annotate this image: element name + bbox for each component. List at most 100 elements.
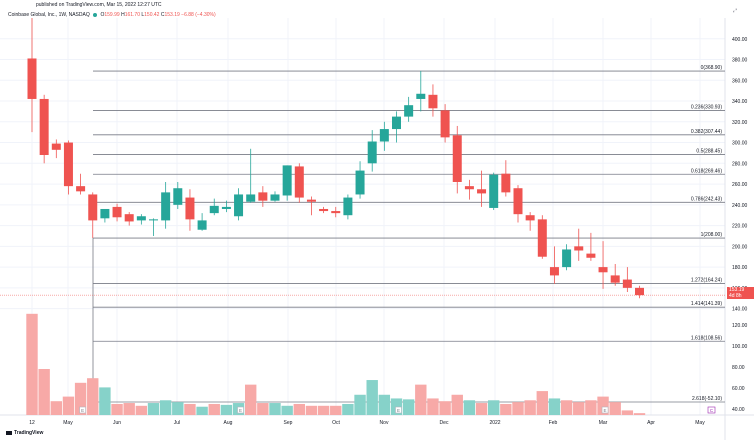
price-tick-label: 380.00 [732, 58, 748, 64]
tradingview-logo-icon [6, 430, 12, 435]
volume-bar [305, 405, 318, 415]
time-tick-label: Aug [224, 420, 233, 426]
price-tick-label: 120.00 [732, 323, 748, 329]
candle-body [27, 58, 37, 99]
price-tick-label: 220.00 [732, 224, 748, 230]
volume-bar [330, 405, 342, 415]
volume-bar [26, 313, 38, 415]
volume-bar [402, 399, 415, 415]
volume-bar [269, 403, 281, 415]
price-tick-label: 180.00 [732, 265, 748, 271]
candle-body [622, 279, 632, 288]
price-tick-label: 320.00 [732, 120, 748, 126]
fib-level-label: 2.618(-52.10) [692, 396, 722, 402]
volume-bar [196, 406, 208, 415]
volume-bar [609, 402, 621, 415]
close-label: C [160, 12, 165, 18]
price-tick-label: 360.00 [732, 78, 748, 84]
volume-bar [257, 403, 269, 415]
volume-bar [50, 401, 62, 415]
volume-bar [573, 402, 585, 415]
price-tick-label: 80.00 [732, 365, 745, 371]
bar-countdown: 4d 8h [729, 293, 742, 299]
candle-body [537, 219, 547, 257]
earnings-marker [601, 406, 609, 414]
volume-bar [633, 413, 646, 415]
candle-body [416, 93, 426, 99]
fibonacci-retracement: 0(368.90) 0.236(330.93) 0.382(307.44) 0.5(2… [92, 65, 725, 403]
candle-body [124, 214, 134, 222]
last-price-value: 153.19 [729, 287, 745, 293]
candle-body [501, 173, 511, 193]
volume-bar [524, 400, 536, 415]
volume-bar [159, 400, 172, 415]
candle-body [197, 220, 207, 230]
volume-bar [378, 394, 391, 415]
volume-bar [585, 400, 597, 415]
fib-level-label: 0.618(269.46) [691, 168, 722, 174]
candle-body [63, 142, 73, 187]
price-tick-label: 40.00 [732, 407, 745, 413]
time-tick-label: May [63, 420, 73, 426]
fib-level-label: 0.786(242.43) [691, 196, 722, 202]
candle-body [331, 211, 341, 214]
candle-body [367, 141, 377, 164]
candle-body [39, 98, 49, 156]
volume-bar [245, 384, 257, 415]
candle-body [246, 194, 256, 202]
time-tick-label: 2022 [489, 420, 500, 426]
time-tick-label: Jul [174, 420, 180, 426]
price-tick-label: 400.00 [732, 37, 748, 43]
time-tick-label: Dec [440, 420, 449, 426]
close-value: 153.19 [164, 12, 180, 18]
open-value: 159.99 [104, 12, 120, 18]
volume-bar [123, 403, 135, 415]
candle-body [88, 194, 98, 221]
volume-bar [342, 403, 354, 415]
future-event-marker-label: C [710, 408, 714, 413]
candle-body [149, 219, 158, 221]
market-status-dot [93, 12, 98, 17]
candle-body [51, 143, 61, 150]
earnings-marker [395, 406, 402, 414]
volume-bar [500, 403, 512, 415]
candle-body [513, 188, 523, 215]
volume-bar [451, 394, 463, 415]
volume-bar [38, 369, 50, 415]
volume-bar [427, 398, 439, 415]
earnings-marker [237, 406, 244, 414]
price-tick-label: 240.00 [732, 203, 748, 209]
candle-body [598, 267, 608, 273]
volume-bar [172, 402, 184, 415]
volume-bar [354, 394, 366, 415]
volume-bar [99, 387, 111, 415]
volume-bar [536, 391, 548, 415]
candle-body [404, 105, 414, 117]
time-tick-label: Apr [647, 420, 655, 426]
expand-icon[interactable]: ⤢ [733, 8, 738, 14]
candle-body [258, 192, 268, 201]
low-value: 150.42 [144, 12, 160, 18]
candle-body [525, 215, 535, 221]
volume-bar [488, 400, 500, 415]
volume-bar [621, 410, 634, 415]
future-event-marker [707, 406, 716, 414]
volume-bar [281, 405, 293, 415]
candle-body [562, 249, 572, 268]
candle-body [489, 174, 499, 208]
earnings-marker-label: E [239, 408, 242, 413]
candle-body [112, 206, 122, 218]
candle-body [392, 116, 401, 130]
price-tick-label: 100.00 [732, 344, 748, 350]
volume-bar [293, 403, 305, 415]
chart-grid [0, 18, 754, 440]
volume-bar [74, 382, 87, 415]
earnings-marker-label: E [604, 408, 607, 413]
published-caption: published on TradingView.com, Mar 15, 20… [36, 2, 162, 8]
time-axis: 12 May Jun Jul Aug Sep Oct Nov Dec 2022 Feb Mar Apr M… [29, 420, 705, 426]
volume-bar [597, 396, 609, 415]
time-tick-label: Sep [284, 420, 293, 426]
candle-body [161, 192, 171, 221]
candle-body [610, 275, 620, 283]
